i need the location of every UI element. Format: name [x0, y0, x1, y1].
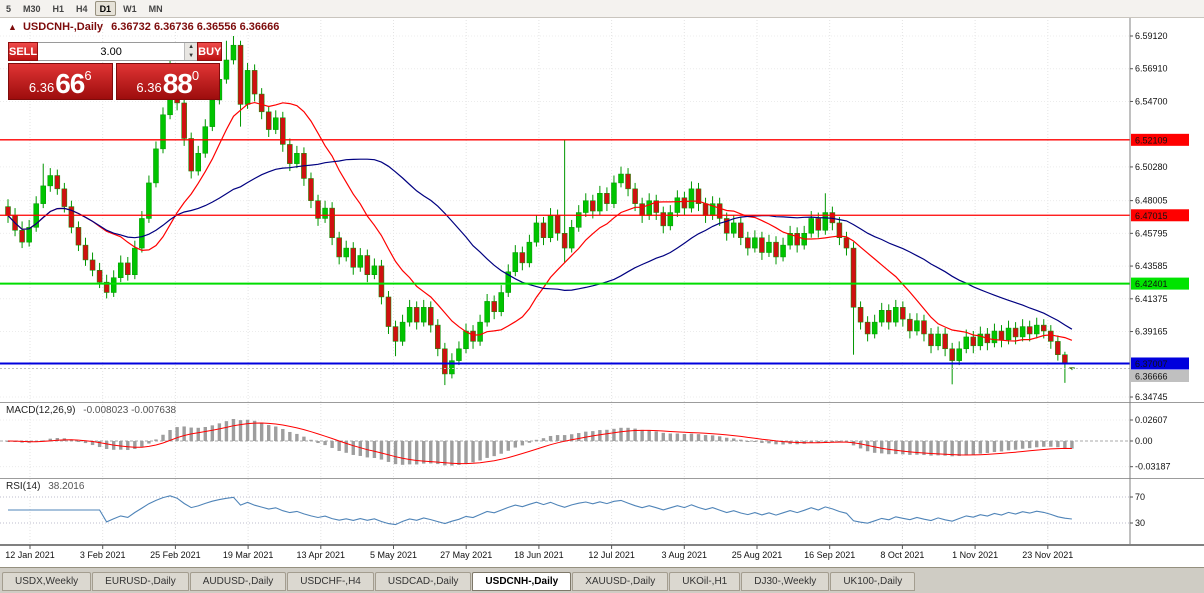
timeframe-toolbar: 5 M30 H1 H4 D1 W1 MN: [0, 0, 1204, 18]
price-scale[interactable]: 6.59120 6.56910 6.54700 6.50280 6.48005 6.457…: [1130, 31, 1189, 528]
chart-frame: [0, 17, 1204, 546]
svg-text:30: 30: [1135, 518, 1145, 528]
macd-values: -0.008023 -0.007638: [83, 405, 177, 416]
chart-tab-usdcad-daily[interactable]: USDCAD-,Daily: [374, 572, 472, 591]
timeframe-button-h4[interactable]: H4: [76, 3, 88, 14]
sell-button[interactable]: SELL: [8, 42, 39, 61]
svg-text:25 Aug 2021: 25 Aug 2021: [732, 550, 783, 560]
chart-title: ▲ USDCNH-,Daily 6.36732 6.36736 6.36556 …: [8, 21, 279, 33]
svg-text:6.36666: 6.36666: [1135, 372, 1168, 382]
svg-text:6.47015: 6.47015: [1135, 211, 1168, 221]
svg-text:27 May 2021: 27 May 2021: [440, 550, 492, 560]
sell-price-base: 6.36: [28, 79, 55, 95]
svg-text:0.02607: 0.02607: [1135, 415, 1168, 425]
chart-tab-xauusd-daily[interactable]: XAUUSD-,Daily: [572, 572, 669, 591]
svg-text:23 Nov 2021: 23 Nov 2021: [1022, 550, 1073, 560]
svg-text:12 Jan 2021: 12 Jan 2021: [5, 550, 55, 560]
svg-text:3 Feb 2021: 3 Feb 2021: [80, 550, 126, 560]
volume-spinner: ▲ ▼: [184, 43, 198, 60]
svg-text:5 May 2021: 5 May 2021: [370, 550, 417, 560]
svg-text:6.37007: 6.37007: [1135, 359, 1168, 369]
chart-tab-eurusd-daily[interactable]: EURUSD-,Daily: [92, 572, 189, 591]
svg-text:6.54700: 6.54700: [1135, 96, 1168, 106]
svg-text:6.45795: 6.45795: [1135, 228, 1168, 238]
chart-tab-usdx-weekly[interactable]: USDX,Weekly: [2, 572, 92, 591]
one-click-collapse-icon[interactable]: ▲: [8, 22, 17, 32]
svg-text:3 Aug 2021: 3 Aug 2021: [662, 550, 708, 560]
chart-tab-bar: USDX,Weekly EURUSD-,Daily AUDUSD-,Daily USD…: [0, 567, 1204, 593]
svg-text:19 Mar 2021: 19 Mar 2021: [223, 550, 274, 560]
svg-text:6.39165: 6.39165: [1135, 327, 1168, 337]
sell-price-point: 6: [84, 68, 92, 83]
rsi-name: RSI(14): [6, 481, 41, 492]
spinner-up-icon[interactable]: ▲: [185, 43, 198, 52]
timeframe-button-w1[interactable]: W1: [123, 3, 137, 14]
buy-price-button[interactable]: 6.36 88 0: [115, 63, 220, 100]
chart-tab-uk100-daily[interactable]: UK100-,Daily: [830, 572, 916, 591]
timeframe-button-mn[interactable]: MN: [148, 3, 163, 14]
timeframe-button-d1[interactable]: D1: [94, 1, 117, 16]
svg-text:6.41375: 6.41375: [1135, 294, 1168, 304]
svg-text:70: 70: [1135, 492, 1145, 502]
svg-text:18 Jun 2021: 18 Jun 2021: [514, 550, 564, 560]
chart-tab-dj30-weekly[interactable]: DJ30-,Weekly: [741, 572, 830, 591]
svg-text:0.00: 0.00: [1135, 436, 1153, 446]
rsi-indicator: [0, 495, 1130, 526]
svg-text:13 Apr 2021: 13 Apr 2021: [297, 550, 346, 560]
moving-average-lines: [7, 101, 1073, 342]
volume-input[interactable]: [38, 43, 185, 60]
buy-price-point: 0: [191, 68, 200, 83]
svg-text:16 Sep 2021: 16 Sep 2021: [804, 550, 855, 560]
buy-price-pips: 88: [162, 67, 193, 99]
rsi-value: 38.2016: [48, 481, 85, 492]
chart-tab-usdcnh-daily[interactable]: USDCNH-,Daily: [472, 572, 572, 591]
chart-tab-ukoil-h1[interactable]: UKOil-,H1: [669, 572, 741, 591]
buy-button[interactable]: BUY: [197, 42, 223, 61]
sell-price-pips: 66: [55, 67, 85, 99]
svg-text:-0.03187: -0.03187: [1135, 462, 1171, 472]
svg-text:6.56910: 6.56910: [1135, 64, 1168, 74]
chart-tab-usdchf-h4[interactable]: USDCHF-,H4: [287, 572, 374, 591]
one-click-trading-panel: SELL ▲ ▼ BUY 6.36 66 6 6.36 88 0: [8, 42, 223, 100]
svg-text:6.43585: 6.43585: [1135, 261, 1168, 271]
svg-text:6.50280: 6.50280: [1135, 162, 1168, 172]
symbol-period-label: USDCNH-,Daily: [22, 21, 104, 33]
volume-box: ▲ ▼: [38, 42, 198, 61]
rsi-label: RSI(14) 38.2016: [6, 481, 84, 492]
svg-text:25 Feb 2021: 25 Feb 2021: [150, 550, 201, 560]
ohlc-values: 6.36732 6.36736 6.36556 6.36666: [111, 21, 280, 33]
timeframe-button-5[interactable]: 5: [6, 3, 12, 14]
time-scale[interactable]: 12 Jan 2021 3 Feb 2021 25 Feb 2021 19 Mar 2…: [5, 545, 1073, 560]
sell-price-button[interactable]: 6.36 66 6: [8, 63, 113, 100]
svg-text:6.34745: 6.34745: [1135, 392, 1168, 402]
svg-text:6.52109: 6.52109: [1135, 135, 1168, 145]
svg-text:1 Nov 2021: 1 Nov 2021: [952, 550, 998, 560]
macd-label: MACD(12,26,9) -0.008023 -0.007638: [6, 405, 176, 416]
macd-indicator: [0, 418, 1130, 468]
horizontal-level-lines[interactable]: [0, 139, 1130, 370]
macd-name: MACD(12,26,9): [6, 405, 76, 416]
svg-text:6.59120: 6.59120: [1135, 31, 1168, 41]
timeframe-button-m30[interactable]: M30: [23, 3, 41, 14]
svg-text:8 Oct 2021: 8 Oct 2021: [880, 550, 924, 560]
chart-tab-audusd-daily[interactable]: AUDUSD-,Daily: [189, 572, 287, 591]
timeframe-button-h1[interactable]: H1: [52, 3, 65, 14]
svg-text:12 Jul 2021: 12 Jul 2021: [588, 550, 635, 560]
spinner-down-icon[interactable]: ▼: [185, 51, 198, 60]
svg-text:6.42401: 6.42401: [1135, 279, 1168, 289]
buy-price-base: 6.36: [136, 79, 162, 95]
svg-text:6.48005: 6.48005: [1135, 196, 1168, 206]
